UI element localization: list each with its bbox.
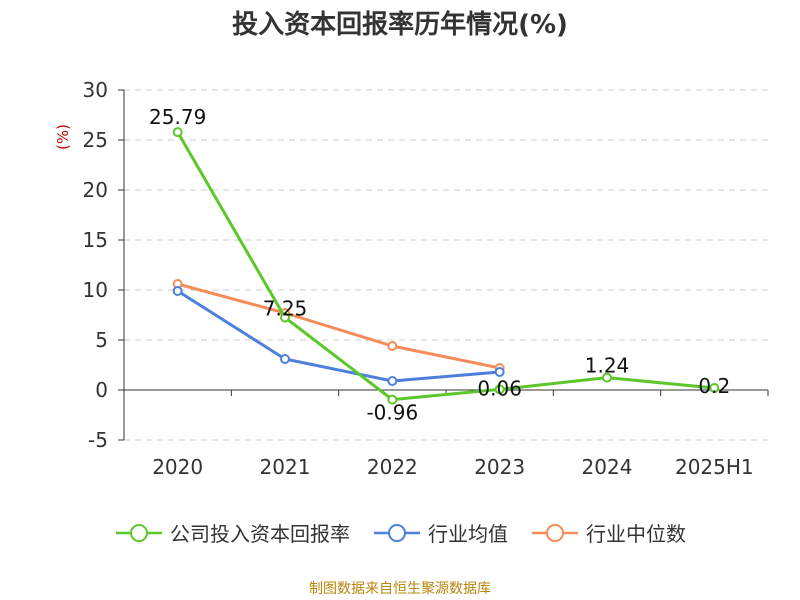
legend-swatch-industry-avg xyxy=(374,523,420,542)
legend-item-industry-median[interactable]: 行业中位数 xyxy=(530,518,686,547)
series-line-company xyxy=(176,131,715,402)
legend-item-company[interactable]: 公司投入资本回报率 xyxy=(114,518,350,547)
legend-label-company: 公司投入资本回报率 xyxy=(170,522,350,546)
legend-item-industry-avg[interactable]: 行业均值 xyxy=(372,518,508,547)
x-tick-label: 2024 xyxy=(582,455,633,479)
y-tick-label: 0 xyxy=(95,378,108,402)
chart-legend: 公司投入资本回报率 行业均值 行业中位数 xyxy=(0,518,800,547)
data-point-company xyxy=(602,372,612,383)
y-tick-label: 20 xyxy=(83,178,108,202)
y-tick-label: -5 xyxy=(88,428,108,452)
data-point-industry-avg xyxy=(494,367,505,377)
data-source-note: 制图数据来自恒生聚源数据库 xyxy=(309,581,491,597)
data-point-industry-median xyxy=(387,341,398,351)
legend-swatch-industry-median xyxy=(532,523,578,542)
data-point-industry-avg xyxy=(387,376,398,386)
x-tick-label: 2020 xyxy=(152,455,203,479)
y-tick-label: 5 xyxy=(95,328,108,352)
data-label-company: 25.79 xyxy=(149,105,206,129)
data-point-company xyxy=(387,394,398,405)
legend-swatch-company xyxy=(116,523,162,542)
data-point-industry-avg xyxy=(280,354,290,364)
data-point-company xyxy=(172,127,183,138)
y-tick-label: 25 xyxy=(83,128,108,152)
legend-label-industry-median: 行业中位数 xyxy=(586,522,686,546)
x-tick-label: 2025H1 xyxy=(675,455,754,479)
x-tick-label: 2021 xyxy=(260,455,311,479)
data-label-company: -0.96 xyxy=(366,401,418,425)
legend-label-industry-avg: 行业均值 xyxy=(428,522,508,546)
data-point-company xyxy=(709,383,720,393)
series-line-industry-avg xyxy=(176,289,500,383)
chart-title: 投入资本回报率历年情况(%) xyxy=(232,10,568,40)
data-point-company xyxy=(280,312,290,323)
data-label-company: 0.2 xyxy=(698,374,730,398)
data-point-industry-avg xyxy=(172,286,183,296)
data-label-company: 7.25 xyxy=(263,297,308,321)
data-point-company xyxy=(494,384,505,395)
y-tick-label: 10 xyxy=(83,278,108,302)
x-tick-label: 2023 xyxy=(474,455,525,479)
y-tick-label: 30 xyxy=(83,78,108,102)
data-label-company: 0.06 xyxy=(477,376,522,400)
y-tick-label: 15 xyxy=(83,228,108,252)
x-tick-label: 2022 xyxy=(367,455,418,479)
data-label-company: 1.24 xyxy=(585,354,630,378)
series-line-industry-median xyxy=(177,282,500,370)
